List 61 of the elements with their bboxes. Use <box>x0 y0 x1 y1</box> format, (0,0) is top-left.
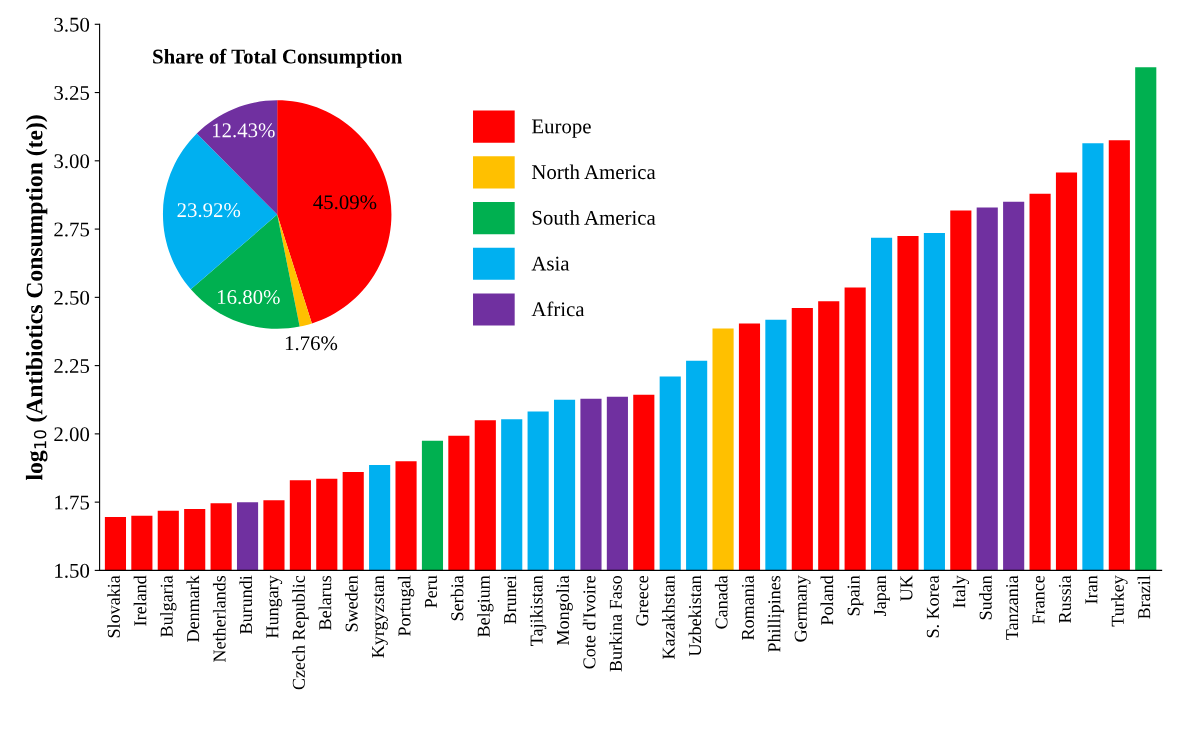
legend-label: Asia <box>531 256 570 271</box>
y-tick-label: 2.50 <box>54 290 90 305</box>
x-tick-label: Belarus <box>318 575 332 630</box>
x-tick-label: Belgium <box>477 575 494 637</box>
x-tick-label: Hungary <box>266 575 283 638</box>
legend-label: Europe <box>531 119 591 138</box>
x-tick-label: Cote d'Ivoire <box>582 575 596 669</box>
y-axis-title: log$_{10}$ (Antibiotics Consumption (te)) <box>25 115 48 481</box>
x-tick-label: Burundi <box>239 575 253 634</box>
y-tick-label: 2.00 <box>54 427 90 442</box>
x-tick-label: Bulgaria <box>160 575 177 637</box>
legend-label: South America <box>532 210 656 225</box>
x-tick-label: Tajikistan <box>529 575 547 646</box>
x-tick-label: Czech Republic <box>292 575 309 690</box>
x-tick-label: Greece <box>636 575 649 626</box>
x-tick-label: Ireland <box>133 575 147 626</box>
x-tick-label: UK <box>900 575 913 601</box>
x-tick-label: Iran <box>1085 575 1098 604</box>
x-tick-label: Italy <box>952 575 970 608</box>
x-tick-label: Spain <box>847 575 864 616</box>
y-tick-label: 1.75 <box>55 495 90 510</box>
x-tick-label: Slovakia <box>107 575 120 638</box>
legend-label: Africa <box>531 301 585 317</box>
x-tick-label: France <box>1032 575 1045 624</box>
y-tick-label: 1.50 <box>55 563 90 578</box>
x-tick-label: Kazakhstan <box>662 575 675 659</box>
x-tick-label: Russia <box>1058 575 1072 623</box>
legend-label: North America <box>531 164 656 180</box>
data-label: 16.80% <box>218 290 280 305</box>
x-tick-label: Kyrgyzstan <box>372 575 388 658</box>
x-tick-label: Serbia <box>450 575 464 621</box>
data-label: 45.09% <box>313 195 377 210</box>
data-label: 23.92% <box>177 203 241 218</box>
x-tick-label: Brazil <box>1137 575 1151 619</box>
x-tick-label: Poland <box>820 575 834 625</box>
x-tick-label: Turkey <box>1111 575 1128 627</box>
y-tick-label: 3.25 <box>54 85 90 101</box>
x-tick-label: Japan <box>874 575 890 616</box>
y-tick-label: 2.25 <box>54 359 90 374</box>
x-tick-label: Germany <box>794 575 811 642</box>
data-label: 1.76% <box>285 336 338 351</box>
x-tick-label: Mongolia <box>556 575 573 645</box>
x-tick-label: Canada <box>714 575 728 629</box>
x-tick-label: S. Korea <box>926 575 939 638</box>
x-tick-label: Denmark <box>186 575 200 642</box>
x-tick-label: Romania <box>741 575 754 640</box>
y-tick-label: 3.00 <box>54 154 90 169</box>
x-tick-label: Peru <box>424 575 437 608</box>
x-tick-label: Burkina Faso <box>609 575 622 672</box>
x-tick-label: Tanzania <box>1006 575 1019 640</box>
x-tick-label: Sweden <box>345 575 358 632</box>
data-label: 12.43% <box>213 123 275 138</box>
y-tick-label: 3.50 <box>54 17 90 32</box>
x-tick-label: Phillipines <box>767 575 785 652</box>
x-tick-label: Netherlands <box>212 575 226 662</box>
x-tick-label: Sudan <box>979 575 992 620</box>
x-tick-label: Brunei <box>504 575 517 624</box>
chart-title: Share of Total Consumption <box>153 48 403 68</box>
x-tick-label: Uzbekistan <box>688 575 702 657</box>
y-tick-label: 2.75 <box>54 222 90 237</box>
x-tick-label: Portugal <box>397 575 415 636</box>
